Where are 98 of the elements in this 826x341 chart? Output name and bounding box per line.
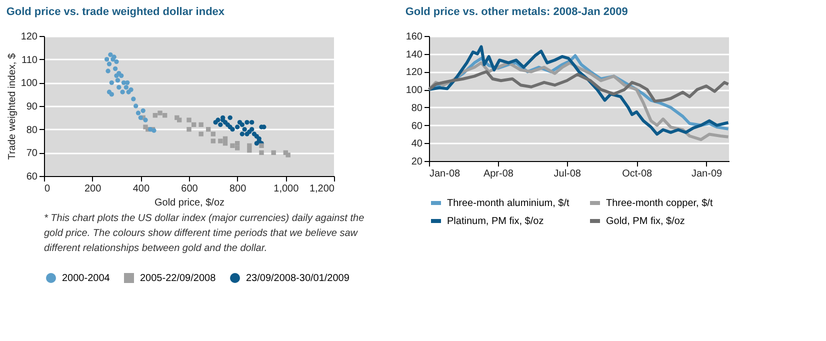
point xyxy=(249,120,254,125)
y-tick-label: 160 xyxy=(406,32,423,42)
y-tick-label: 120 xyxy=(20,32,38,42)
x-tick-label: 1,000 xyxy=(274,184,300,194)
y-tick-label: 100 xyxy=(20,78,38,90)
point xyxy=(218,122,223,128)
x-tick-label: 400 xyxy=(132,184,150,194)
point xyxy=(222,136,228,142)
point xyxy=(112,66,118,72)
x-tick-label: Oct-08 xyxy=(622,168,653,180)
x-tick-label: Jan-08 xyxy=(430,168,461,180)
point xyxy=(138,115,144,120)
point xyxy=(112,54,116,60)
x-tick-label: 1,200 xyxy=(309,184,335,194)
y-tick-label: 60 xyxy=(26,172,38,182)
y-tick-label: 40 xyxy=(411,138,423,150)
point xyxy=(210,132,216,136)
x-tick-label: 800 xyxy=(229,184,247,194)
point xyxy=(244,120,250,125)
point xyxy=(259,143,264,148)
chart-title: Gold price vs. other metals: 2008-Jan 2009 xyxy=(405,6,628,18)
y-tick-label: 100 xyxy=(406,85,423,96)
legend-label: Three-month aluminium, $/t xyxy=(447,198,570,209)
x-tick-label: 200 xyxy=(84,184,102,194)
line-series xyxy=(428,45,730,136)
point xyxy=(240,132,245,136)
point xyxy=(114,59,119,64)
point xyxy=(230,143,235,148)
point xyxy=(120,90,125,94)
x-tick-label: Apr-08 xyxy=(483,168,514,180)
point xyxy=(234,146,240,150)
point xyxy=(109,92,114,97)
y-tick-label: 20 xyxy=(411,156,423,168)
point xyxy=(259,150,264,156)
point xyxy=(125,80,130,86)
point xyxy=(128,87,134,92)
point xyxy=(152,112,158,118)
point xyxy=(116,84,122,90)
point xyxy=(118,73,124,78)
point xyxy=(162,112,168,118)
legend-label: 23/09/2008-30/01/2009 xyxy=(246,273,350,284)
point xyxy=(206,126,211,132)
point xyxy=(106,68,110,74)
line-series xyxy=(428,70,730,103)
point xyxy=(108,52,113,58)
point xyxy=(228,115,232,120)
point xyxy=(216,118,220,122)
point xyxy=(158,110,162,116)
point xyxy=(271,150,276,156)
y-axis-title: Trade weighted index, $ xyxy=(6,52,18,160)
text: * This chart plots the US dollar index (major currencies) daily against the gold price. The colours show different time periods that we believe saw different relationships between gold and the dollar. xyxy=(44,213,365,254)
point xyxy=(176,118,182,122)
legend-label: Gold, PM fix, $/oz xyxy=(606,216,685,227)
point xyxy=(240,122,245,128)
point xyxy=(286,152,290,158)
x-tick-label: Jan-09 xyxy=(691,168,722,180)
y-tick-label: 90 xyxy=(26,102,38,112)
point xyxy=(234,140,240,146)
point xyxy=(242,126,247,132)
legend-label: Platinum, PM fix, $/oz xyxy=(447,216,544,227)
point xyxy=(234,124,240,130)
legend-label: Three-month copper, $/t xyxy=(606,198,713,209)
point xyxy=(222,140,228,146)
point xyxy=(104,56,110,62)
x-axis-title: Gold price, $/oz xyxy=(154,198,225,208)
point xyxy=(218,138,223,144)
x-tick-label: 600 xyxy=(181,184,198,194)
point xyxy=(198,122,204,128)
point xyxy=(210,138,216,144)
point xyxy=(186,118,192,122)
point xyxy=(136,110,141,116)
point xyxy=(198,132,204,136)
point xyxy=(247,148,252,153)
point xyxy=(247,143,252,148)
y-tick-label: 120 xyxy=(406,67,423,78)
point xyxy=(106,62,112,66)
chart-title: Gold price vs. trade weighted dollar index xyxy=(6,6,226,18)
y-tick-label: 80 xyxy=(411,102,423,114)
y-tick-label: 110 xyxy=(22,54,38,66)
x-tick-label: Jul-08 xyxy=(554,168,582,180)
point xyxy=(131,96,136,102)
point xyxy=(143,118,148,122)
legend-label: 2000-2004 xyxy=(62,273,110,284)
y-tick-label: 140 xyxy=(406,49,423,60)
point xyxy=(109,80,114,86)
y-tick-label: 70 xyxy=(26,148,38,160)
point xyxy=(186,126,192,132)
point xyxy=(249,126,254,132)
point xyxy=(124,84,129,90)
point xyxy=(228,124,232,130)
y-tick-label: 60 xyxy=(411,120,423,132)
point xyxy=(133,104,138,108)
y-tick-label: 80 xyxy=(26,124,38,136)
x-tick-label: 0 xyxy=(44,184,50,194)
point xyxy=(115,78,120,83)
point xyxy=(191,122,196,128)
point xyxy=(140,108,146,114)
legend-label: 2005-22/09/2008 xyxy=(140,273,216,284)
